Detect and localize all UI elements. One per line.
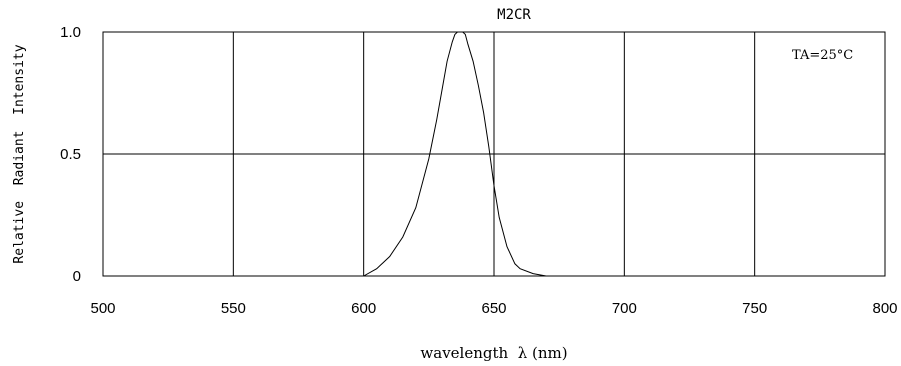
x-tick-labels: 500 550 600 650 700 750 800 — [90, 300, 897, 317]
x-axis-label: wavelength λ (nm) — [420, 344, 567, 362]
chart-title: M2CR — [497, 7, 531, 23]
y-tick-label: 1.0 — [60, 24, 81, 41]
y-tick-label: 0.5 — [60, 146, 81, 163]
x-tick-label: 750 — [742, 300, 767, 317]
y-tick-labels: 0 0.5 1.0 — [60, 24, 81, 285]
x-tick-label: 500 — [90, 300, 115, 317]
y-axis-label: Relative Radiant Intensity — [12, 44, 27, 263]
x-tick-label: 700 — [612, 300, 637, 317]
x-tick-label: 800 — [872, 300, 897, 317]
x-tick-label: 650 — [481, 300, 506, 317]
intensity-curve — [363, 31, 547, 277]
plot-frame — [102, 31, 886, 277]
grid — [103, 32, 885, 276]
x-tick-label: 600 — [351, 300, 376, 317]
temperature-annotation: TA=25°C — [792, 48, 853, 63]
x-tick-label: 550 — [221, 300, 246, 317]
y-tick-label: 0 — [73, 268, 81, 285]
